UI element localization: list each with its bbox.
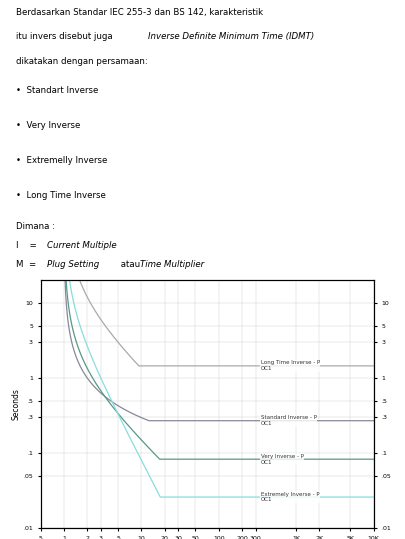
Text: •  Standart Inverse: • Standart Inverse bbox=[16, 86, 98, 95]
Text: Extremely Inverse - P
OC1: Extremely Inverse - P OC1 bbox=[260, 492, 319, 502]
Text: dikatakan dengan persamaan:: dikatakan dengan persamaan: bbox=[16, 57, 148, 66]
Text: Long Time Inverse - P
OC1: Long Time Inverse - P OC1 bbox=[260, 361, 319, 371]
Text: Standard Inverse - P
OC1: Standard Inverse - P OC1 bbox=[260, 416, 316, 426]
Text: Time Multiplier: Time Multiplier bbox=[140, 260, 204, 269]
Text: Very Inverse - P
OC1: Very Inverse - P OC1 bbox=[260, 454, 303, 465]
Text: atau: atau bbox=[117, 260, 142, 269]
Text: itu invers disebut juga: itu invers disebut juga bbox=[16, 32, 115, 42]
Text: Dimana :: Dimana : bbox=[16, 222, 55, 231]
Text: Current Multiple: Current Multiple bbox=[47, 241, 116, 250]
Text: M  =: M = bbox=[16, 260, 39, 269]
Text: Inverse Definite Minimum Time (IDMT): Inverse Definite Minimum Time (IDMT) bbox=[148, 32, 313, 42]
Y-axis label: Seconds: Seconds bbox=[11, 388, 20, 420]
Text: •  Very Inverse: • Very Inverse bbox=[16, 121, 81, 130]
Text: Plug Setting: Plug Setting bbox=[47, 260, 99, 269]
Text: Berdasarkan Standar IEC 255-3 dan BS 142, karakteristik: Berdasarkan Standar IEC 255-3 dan BS 142… bbox=[16, 8, 263, 17]
Text: I    =: I = bbox=[16, 241, 40, 250]
Text: •  Long Time Inverse: • Long Time Inverse bbox=[16, 191, 106, 201]
Text: •  Extremelly Inverse: • Extremelly Inverse bbox=[16, 156, 107, 165]
